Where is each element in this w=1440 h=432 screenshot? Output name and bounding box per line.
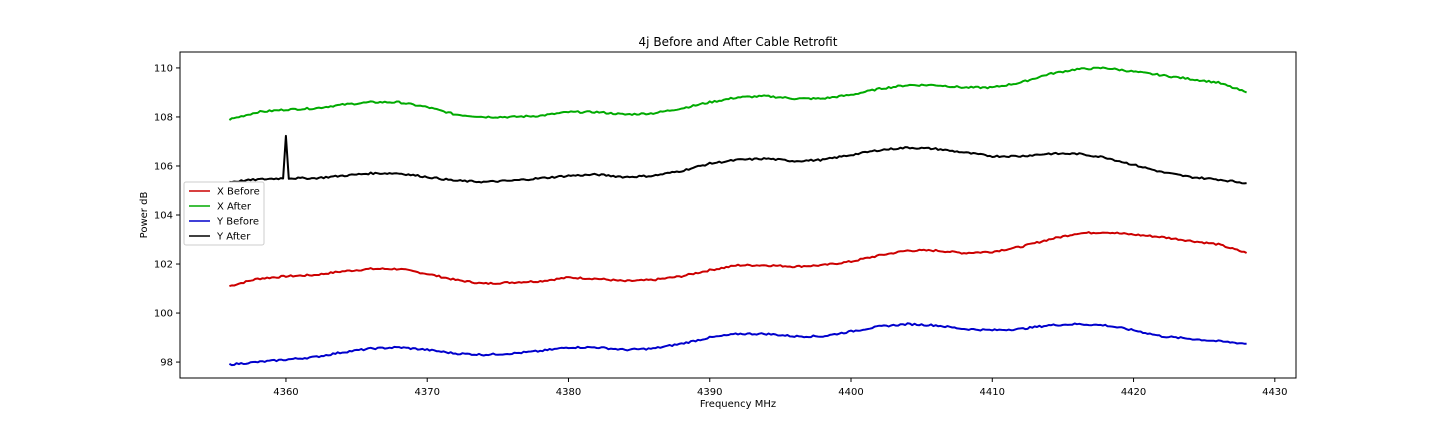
x-tick-label: 4360 [273, 387, 298, 398]
y-axis-label: Power dB [139, 192, 150, 239]
legend-frame [183, 181, 265, 246]
x-tick-label: 4390 [697, 387, 722, 398]
y-tick-label: 106 [154, 161, 173, 172]
x-tick-label: 4400 [838, 387, 863, 398]
x-tick-label: 4410 [980, 387, 1005, 398]
legend-label: X After [217, 202, 252, 213]
y-tick-label: 102 [154, 260, 173, 271]
series-layer [228, 66, 1248, 367]
y-axis: 98 100 102 104 106 108 110 [154, 63, 180, 369]
series-line-y-after [229, 134, 1247, 185]
x-tick-label: 4380 [556, 387, 581, 398]
series-line-x-before [229, 231, 1248, 288]
y-tick-label: 110 [154, 63, 173, 74]
legend: X Before X After Y Before Y After [183, 181, 265, 246]
series-line-y-before [228, 322, 1247, 367]
x-tick-label: 4430 [1262, 387, 1287, 398]
y-tick-label: 98 [160, 358, 173, 369]
x-axis-label: Frequency MHz [700, 399, 776, 410]
y-tick-label: 100 [154, 309, 173, 320]
y-tick-label: 108 [154, 112, 173, 123]
legend-label: X Before [217, 187, 260, 198]
y-tick-label: 104 [154, 211, 173, 222]
x-tick-label: 4420 [1121, 387, 1146, 398]
chart-title: 4j Before and After Cable Retrofit [639, 35, 838, 49]
legend-label: Y After [216, 232, 251, 243]
legend-label: Y Before [216, 217, 259, 228]
series-line-x-after [228, 66, 1247, 121]
x-tick-label: 4370 [414, 387, 439, 398]
x-axis: 4360 4370 4380 4390 4400 4410 4420 4430 [273, 378, 1288, 398]
